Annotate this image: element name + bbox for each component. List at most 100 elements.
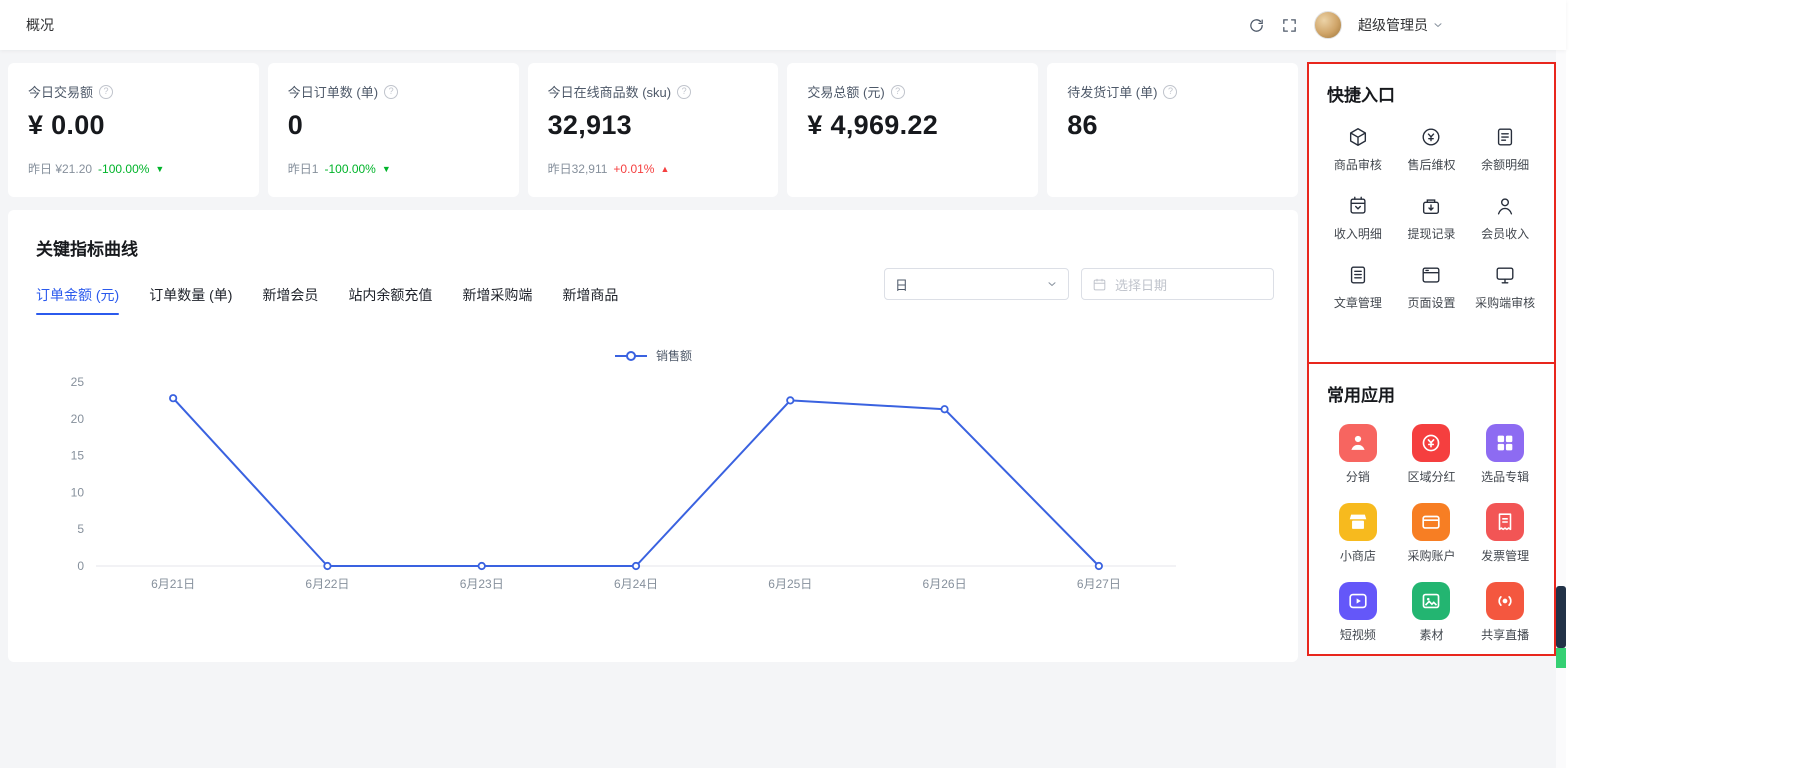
scrollbar-track[interactable]	[1556, 0, 1566, 768]
svg-text:6月25日: 6月25日	[768, 577, 812, 591]
svg-text:6月22日: 6月22日	[305, 577, 349, 591]
chart-legend[interactable]: 销售额	[36, 347, 1270, 364]
avatar[interactable]	[1314, 11, 1342, 39]
info-icon[interactable]: ?	[677, 84, 692, 99]
album-icon	[1486, 424, 1525, 462]
tab-0[interactable]: 订单金额 (元)	[36, 285, 120, 315]
stat-change: -100.00%	[324, 161, 376, 176]
common-app-item[interactable]: 小商店	[1321, 491, 1395, 570]
chevron-down-icon	[1046, 278, 1058, 290]
info-icon[interactable]: ?	[1163, 84, 1178, 99]
stat-label: 今日交易额	[28, 85, 94, 100]
stat-subtext: 昨日 ¥21.20 -100.00% ▼	[28, 160, 239, 177]
info-icon[interactable]: ?	[384, 84, 399, 99]
svg-text:5: 5	[77, 522, 84, 536]
tab-1[interactable]: 订单数量 (单)	[149, 287, 233, 303]
topbar-actions: 超级管理员	[1248, 11, 1444, 39]
quick-entry-item[interactable]: 余额明细	[1468, 112, 1542, 181]
fullscreen-icon[interactable]	[1281, 17, 1298, 34]
common-app-label: 素材	[1419, 628, 1444, 642]
stat-trend-arrow-icon: ▲	[660, 163, 670, 174]
stat-label: 待发货订单 (单)	[1067, 85, 1158, 100]
common-app-item[interactable]: 短视频	[1321, 570, 1395, 649]
period-select-value: 日	[895, 277, 909, 293]
stat-yesterday: 昨日1	[287, 162, 319, 176]
calendar-icon	[1092, 277, 1107, 292]
common-app-item[interactable]: 素材	[1395, 570, 1469, 649]
quick-entry-label: 会员收入	[1481, 227, 1530, 241]
svg-text:6月26日: 6月26日	[923, 577, 967, 591]
material-icon	[1412, 582, 1451, 620]
quick-entry-panel: 快捷入口 商品审核 售后维权 余额明细 收入明细 提现记录 会员收入 文章管理 …	[1307, 62, 1556, 364]
page-setting-icon	[1420, 264, 1442, 286]
product-audit-icon	[1347, 126, 1369, 148]
quick-entry-item[interactable]: 收入明细	[1321, 181, 1395, 250]
common-app-label: 选品专辑	[1481, 470, 1530, 484]
article-manage-icon	[1347, 264, 1369, 286]
chart-panel: 关键指标曲线 订单金额 (元) 订单数量 (单) 新增会员 站内余额充值 新增采购端 新增…	[8, 210, 1298, 662]
common-app-item[interactable]: 分销	[1321, 412, 1395, 491]
svg-text:6月27日: 6月27日	[1077, 577, 1121, 591]
common-app-label: 共享直播	[1481, 628, 1530, 642]
short-video-icon	[1338, 582, 1377, 620]
tab-4[interactable]: 新增采购端	[462, 287, 533, 303]
admin-app: 概况 超级管理员 今日交易额 ? ¥	[0, 0, 1566, 768]
tab-5[interactable]: 新增商品	[562, 287, 619, 303]
svg-text:0: 0	[77, 559, 84, 573]
common-app-label: 分销	[1345, 470, 1370, 484]
tab-3[interactable]: 站内余额充值	[348, 287, 433, 303]
chevron-down-icon	[1432, 19, 1444, 31]
quick-entry-item[interactable]: 采购端审核	[1468, 250, 1542, 319]
aftersale-rights-icon	[1420, 126, 1442, 148]
quick-entry-item[interactable]: 会员收入	[1468, 181, 1542, 250]
line-chart: 0 5 10 15 20 25 6月21日 6月22日 6月23日 6月24日 6月25日 6月26日…	[71, 375, 1176, 591]
user-name: 超级管理员	[1358, 17, 1428, 33]
info-icon[interactable]: ?	[99, 84, 114, 99]
topbar: 概况 超级管理员	[0, 0, 1566, 50]
breadcrumb: 概况	[26, 17, 54, 33]
quick-entry-item[interactable]: 页面设置	[1395, 250, 1469, 319]
common-app-item[interactable]: 共享直播	[1468, 570, 1542, 649]
common-app-item[interactable]: 采购账户	[1395, 491, 1469, 570]
stat-card: 交易总额 (元) ? ¥ 4,969.22	[787, 63, 1039, 197]
legend-line-icon	[614, 350, 647, 361]
common-app-label: 小商店	[1339, 549, 1376, 563]
tab-2[interactable]: 新增会员	[262, 287, 319, 303]
common-app-item[interactable]: 选品专辑	[1468, 412, 1542, 491]
quick-entry-label: 商品审核	[1333, 158, 1382, 172]
stat-yesterday: 昨日 ¥21.20	[28, 162, 93, 176]
mini-shop-icon	[1338, 503, 1377, 541]
date-picker-input[interactable]: 选择日期	[1081, 268, 1274, 300]
info-icon[interactable]: ?	[890, 84, 905, 99]
invoice-manage-icon	[1486, 503, 1525, 541]
refresh-icon[interactable]	[1248, 17, 1265, 34]
stat-value: 0	[287, 110, 304, 140]
period-select[interactable]: 日	[884, 268, 1069, 300]
scrollbar-thumb[interactable]	[1556, 586, 1566, 648]
common-apps-panel: 常用应用 分销 区域分红 选品专辑 小商店 采购账户 发票管理 短视频 素材 共…	[1307, 362, 1556, 656]
common-apps-grid: 分销 区域分红 选品专辑 小商店 采购账户 发票管理 短视频 素材 共享直播	[1321, 412, 1542, 649]
quick-entry-title: 快捷入口	[1327, 86, 1395, 105]
user-menu[interactable]: 超级管理员	[1358, 15, 1444, 35]
quick-entry-item[interactable]: 文章管理	[1321, 250, 1395, 319]
common-apps-title: 常用应用	[1327, 386, 1395, 405]
common-app-item[interactable]: 区域分红	[1395, 412, 1469, 491]
scrollbar-green-marker	[1556, 648, 1566, 668]
quick-entry-item[interactable]: 售后维权	[1395, 112, 1469, 181]
stat-trend-arrow-icon: ▼	[381, 163, 391, 174]
balance-detail-icon	[1494, 126, 1516, 148]
stat-value: 32,913	[547, 110, 632, 140]
quick-entry-label: 收入明细	[1333, 227, 1382, 241]
stat-card: 今日在线商品数 (sku) ? 32,913 昨日32,911 +0.01% ▲	[527, 63, 779, 197]
purchase-audit-icon	[1494, 264, 1516, 286]
common-app-label: 发票管理	[1481, 549, 1530, 563]
svg-text:25: 25	[71, 375, 85, 389]
common-app-item[interactable]: 发票管理	[1468, 491, 1542, 570]
stat-subtext: 昨日32,911 +0.01% ▲	[548, 160, 759, 177]
withdraw-record-icon	[1420, 195, 1442, 217]
quick-entry-item[interactable]: 商品审核	[1321, 112, 1395, 181]
common-app-label: 采购账户	[1407, 549, 1456, 563]
region-dividend-icon	[1412, 424, 1451, 462]
quick-entry-item[interactable]: 提现记录	[1395, 181, 1469, 250]
